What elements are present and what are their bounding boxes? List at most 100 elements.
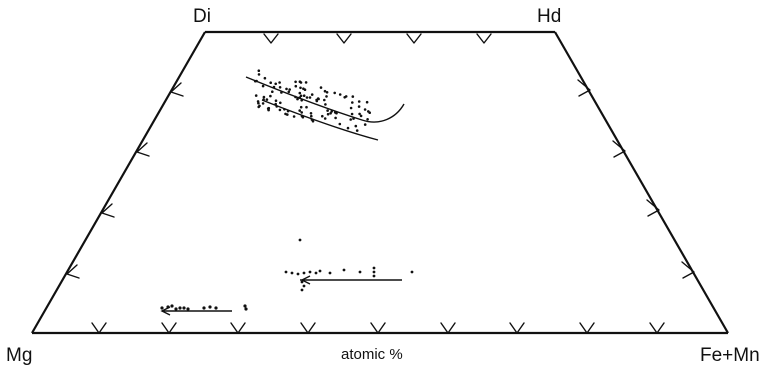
- tick-bottom-8: [579, 322, 595, 334]
- upper-scatter-cluster: [253, 69, 372, 132]
- upper-scatter-dot: [338, 93, 342, 96]
- middle-scatter-dot: [298, 238, 302, 242]
- lower-scatter-dot: [186, 307, 190, 311]
- upper-scatter-dot: [330, 110, 334, 113]
- upper-scatter-dot: [287, 90, 291, 94]
- upper-scatter-dot: [323, 98, 326, 102]
- upper-scatter-dot: [325, 95, 328, 98]
- upper-scatter-dot: [274, 99, 278, 102]
- tick-bottom-6: [440, 322, 456, 334]
- upper-scatter-dot: [294, 80, 297, 84]
- upper-scatter-dot: [343, 96, 347, 99]
- upper-scatter-dot: [346, 126, 350, 130]
- middle-scatter-dot: [314, 271, 318, 275]
- upper-scatter-dot: [359, 114, 363, 118]
- tick-top-3: [406, 33, 422, 44]
- middle-scatter-dot: [372, 266, 376, 270]
- upper-scatter-dot: [326, 109, 329, 112]
- middle-scatter-dot: [300, 288, 304, 292]
- upper-scatter-dot: [300, 99, 304, 102]
- vertex-label-hd: Hd: [537, 6, 561, 27]
- upper-scatter-dot: [363, 123, 367, 126]
- lower-scatter-dot: [160, 306, 164, 310]
- middle-scatter-dot: [290, 271, 294, 275]
- edge-left: [31, 31, 206, 334]
- upper-scatter-dot: [323, 117, 327, 120]
- middle-scatter-dot: [372, 270, 376, 274]
- lower-scatter-dot: [178, 306, 182, 310]
- upper-scatter-dot: [261, 102, 265, 105]
- tick-left-2: [136, 142, 150, 157]
- upper-scatter-dot: [294, 84, 298, 88]
- upper-scatter-dot: [301, 115, 305, 119]
- upper-scatter-dot: [333, 91, 337, 95]
- upper-scatter-dot: [263, 76, 267, 80]
- upper-scatter-dot: [299, 86, 302, 90]
- upper-scatter-dot: [324, 103, 327, 106]
- middle-scatter-dot: [410, 270, 414, 274]
- upper-scatter-dot: [355, 129, 359, 132]
- lower-scatter-dot: [170, 304, 174, 308]
- upper-scatter-dot: [271, 90, 274, 93]
- middle-scatter-dot: [302, 271, 306, 275]
- tick-left-3: [101, 203, 115, 218]
- upper-scatter-dot: [323, 89, 327, 93]
- tick-left-4: [66, 264, 80, 279]
- upper-scatter-dot: [294, 95, 297, 99]
- upper-scatter-dot: [274, 82, 278, 86]
- lower-scatter-dot: [182, 306, 186, 310]
- upper-scatter-dot: [310, 93, 314, 96]
- middle-scatter-dot: [372, 274, 376, 278]
- upper-scatter-dot: [321, 114, 324, 118]
- upper-scatter-dot: [262, 95, 266, 99]
- upper-scatter-dot: [288, 88, 292, 91]
- tick-right-1: [577, 79, 591, 97]
- middle-trend-arrow: [300, 275, 311, 285]
- upper-scatter-dot: [333, 111, 337, 114]
- upper-scatter-dot: [254, 94, 258, 97]
- upper-scatter-dot: [351, 101, 354, 104]
- middle-scatter-cluster: [284, 238, 414, 292]
- upper-scatter-dot: [292, 115, 296, 118]
- upper-scatter-dot: [325, 91, 329, 94]
- upper-scatter-dot: [365, 100, 369, 104]
- upper-scatter-dot: [351, 95, 355, 98]
- upper-scatter-dot: [274, 102, 278, 106]
- lower-cluster-trend: [160, 306, 232, 316]
- tick-right-4: [681, 261, 695, 279]
- upper-scatter-dot: [299, 105, 303, 109]
- upper-scatter-dot: [253, 79, 257, 83]
- upper-scatter-dot: [278, 86, 282, 89]
- upper-scatter-dot: [316, 97, 320, 100]
- vertex-label-femn: Fe+Mn: [700, 345, 760, 366]
- lower-scatter-dot: [174, 307, 178, 311]
- middle-scatter-dot: [342, 268, 346, 272]
- upper-scatter-dot: [350, 112, 354, 116]
- upper-scatter-dot: [257, 73, 261, 76]
- upper-scatter-dot: [298, 91, 302, 95]
- tick-right-3: [646, 199, 660, 217]
- upper-scatter-dot: [363, 108, 367, 111]
- upper-scatter-dot: [269, 94, 272, 98]
- quadrilateral-outline: [31, 30, 729, 335]
- upper-scatter-dot: [272, 85, 276, 89]
- tick-top-1: [263, 33, 279, 44]
- lower-scatter-dot: [202, 306, 206, 310]
- upper-scatter-dot: [275, 105, 279, 108]
- lower-scatter-dot: [243, 304, 247, 308]
- upper-scatter-dot: [309, 112, 313, 115]
- middle-scatter-dot: [318, 269, 322, 273]
- upper-scatter-dot: [283, 108, 286, 111]
- upper-scatter-dot: [262, 98, 265, 101]
- upper-scatter-dot: [329, 112, 332, 115]
- upper-scatter-dot: [286, 113, 289, 116]
- upper-scatter-dot: [338, 122, 342, 126]
- upper-scatter-dot: [326, 112, 330, 116]
- upper-scatter-dot: [349, 118, 353, 121]
- tick-left-1: [170, 82, 184, 97]
- lower-trend-curve: [261, 99, 379, 141]
- upper-scatter-dot: [256, 100, 260, 103]
- tick-bottom-7: [509, 322, 525, 334]
- middle-scatter-dot: [284, 270, 288, 274]
- upper-scatter-dot: [354, 124, 358, 128]
